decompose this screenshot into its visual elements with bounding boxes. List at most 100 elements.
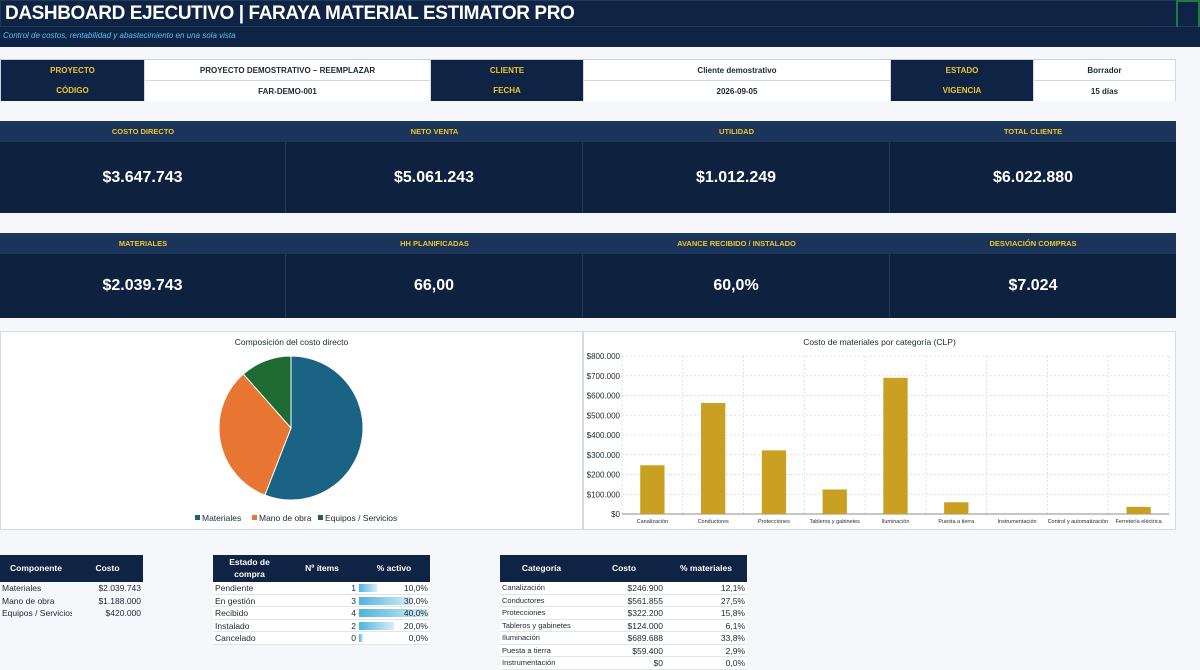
categoria-cell[interactable]: Iluminación — [502, 633, 540, 642]
x-tick-label: Puesta a tierra — [938, 519, 975, 525]
column-header[interactable]: Estado de compra — [229, 557, 270, 579]
pie-chart-panel[interactable]: Composición del costo directo Materiales… — [0, 331, 583, 530]
table-row: Mano de obra $1.188.000 — [0, 595, 143, 608]
categoria-cell[interactable]: Protecciones — [502, 608, 546, 617]
kpi-value-neto-venta: $5.061.243 — [286, 142, 583, 213]
selected-cell[interactable] — [1176, 0, 1200, 29]
pct-cell[interactable]: 15,8% — [720, 608, 745, 618]
vigencia-label: VIGENCIA — [891, 80, 1033, 101]
kpi-value-band: $2.039.743 66,00 60,0% $7.024 — [0, 254, 1176, 318]
costo-cell[interactable]: $561.855 — [627, 595, 663, 606]
categoria-cell[interactable]: Tableros y gabinetes — [502, 620, 571, 630]
pct-cell[interactable]: 20,0% — [403, 620, 428, 631]
table-header: Categoría Costo % materiales — [500, 555, 747, 582]
bar-5[interactable] — [944, 502, 969, 514]
page-subtitle: Control de costos, rentabilidad y abaste… — [3, 31, 236, 40]
items-cell[interactable]: 4 — [351, 608, 356, 618]
costo-cell[interactable]: $2.039.743 — [98, 583, 141, 593]
bar-0[interactable] — [640, 465, 665, 514]
legend-swatch — [318, 515, 323, 520]
bar-chart: $0 $100.000 $200.000 $300.000 $400.000 $500.0… — [587, 352, 1170, 525]
pie-slice-materiales[interactable] — [264, 355, 364, 501]
codigo-value[interactable]: FAR-DEMO-001 — [144, 80, 431, 101]
costo-cell[interactable]: $124.000 — [627, 620, 663, 631]
estado-cell[interactable]: En gestión — [215, 595, 256, 606]
column-header[interactable]: % activo — [376, 562, 412, 573]
bar-8[interactable] — [1126, 506, 1151, 514]
subtitle-bar: Control de costos, rentabilidad y abaste… — [0, 27, 1200, 47]
column-header[interactable]: Costo — [95, 562, 120, 573]
costo-cell[interactable]: $0 — [653, 658, 663, 668]
estado-cell[interactable]: Pendiente — [215, 583, 254, 593]
databar — [359, 584, 377, 592]
items-cell[interactable]: 3 — [351, 595, 356, 606]
x-tick-label: Iluminación — [882, 519, 910, 525]
pct-cell[interactable]: 33,8% — [720, 633, 745, 643]
items-cell[interactable]: 2 — [351, 620, 356, 631]
fecha-value[interactable]: 2026-09-05 — [583, 80, 891, 101]
pie-chart: Materiales Mano de obra Equipos / Servicio… — [195, 355, 397, 523]
column-header[interactable]: Categoría — [521, 562, 562, 573]
kpi-value-desviacion: $7.024 — [1008, 277, 1058, 294]
costo-cell[interactable]: $420.000 — [105, 608, 141, 618]
categoria-cell[interactable]: Conductores — [502, 595, 545, 605]
costo-cell[interactable]: $1.188.000 — [98, 595, 141, 606]
costo-cell[interactable]: $59.400 — [632, 645, 663, 656]
vigencia-value[interactable]: 15 días — [1033, 80, 1176, 101]
x-tick-label: Tableros y gabinetes — [809, 519, 860, 525]
pct-cell[interactable]: 27,5% — [720, 595, 745, 606]
pct-cell[interactable]: 2,9% — [725, 645, 745, 656]
pct-cell[interactable]: 0,0% — [408, 633, 428, 643]
pct-cell[interactable]: 12,1% — [720, 583, 745, 593]
codigo-label: CÓDIGO — [1, 80, 144, 101]
y-tick-label: $0 — [611, 510, 620, 519]
proyecto-value[interactable]: PROYECTO DEMOSTRATIVO – REEMPLAZAR — [144, 60, 431, 81]
estado-value[interactable]: Borrador — [1033, 60, 1176, 81]
costo-cell[interactable]: $322.200 — [627, 608, 663, 618]
pct-cell[interactable]: 40,0% — [403, 608, 428, 618]
x-tick-label: Conductores — [698, 519, 729, 525]
pct-cell[interactable]: 10,0% — [403, 583, 428, 593]
estado-cell[interactable]: Instalado — [215, 620, 250, 631]
bar-chart-panel[interactable]: Costo de materiales por categoría (CLP) … — [583, 331, 1176, 530]
estado-cell[interactable]: Recibido — [215, 608, 249, 618]
y-tick-label: $500.000 — [587, 411, 621, 420]
pie-slice-equipos-servicios[interactable] — [242, 355, 292, 430]
kpi-header-band: MATERIALES HH PLANIFICADAS AVANCE RECIBI… — [0, 233, 1176, 254]
y-tick-label: $800.000 — [587, 352, 621, 361]
pct-cell[interactable]: 0,0% — [725, 658, 745, 668]
costo-cell[interactable]: $689.688 — [627, 633, 663, 643]
legend-label: Equipos / Servicios — [325, 513, 397, 523]
title-bar: DASHBOARD EJECUTIVO | FARAYA MATERIAL ES… — [0, 0, 1200, 29]
column-header[interactable]: Nº ítems — [305, 562, 339, 573]
cliente-value[interactable]: Cliente demostrativo — [583, 60, 891, 81]
pct-cell[interactable]: 30,0% — [403, 595, 428, 606]
categoria-cell[interactable]: Instrumentación — [502, 658, 556, 667]
kpi-label-costo-directo: COSTO DIRECTO — [111, 127, 175, 136]
categoria-cell[interactable]: Canalización — [502, 583, 545, 592]
bar-4[interactable] — [883, 377, 908, 514]
bar-2[interactable] — [761, 450, 787, 514]
cliente-label: CLIENTE — [431, 60, 583, 81]
items-cell[interactable]: 0 — [351, 633, 356, 643]
items-cell[interactable]: 1 — [351, 583, 356, 593]
pct-cell[interactable]: 6,1% — [725, 620, 745, 631]
table-header: Componente Costo — [0, 555, 143, 582]
page-title: DASHBOARD EJECUTIVO | FARAYA MATERIAL ES… — [5, 3, 575, 24]
pie-slice-mano-de-obra[interactable] — [218, 373, 292, 496]
categoria-cell[interactable]: Puesta a tierra — [502, 645, 551, 655]
column-header[interactable]: Componente — [10, 562, 62, 573]
costo-cell[interactable]: $246.900 — [627, 583, 663, 593]
bar-1[interactable] — [701, 403, 726, 514]
componente-cell[interactable]: Mano de obra — [2, 595, 55, 606]
column-header[interactable]: Costo — [611, 562, 637, 573]
bar-3[interactable] — [822, 489, 847, 514]
x-tick-label: Protecciones — [758, 519, 790, 525]
kpi-label-desviacion: DESVIACIÓN COMPRAS — [989, 239, 1077, 248]
estado-cell[interactable]: Cancelado — [215, 633, 256, 643]
table-row: En gestión 3 30,0% — [213, 594, 430, 607]
column-header[interactable]: % materiales — [680, 562, 732, 573]
kpi-label-total-cliente: TOTAL CLIENTE — [1003, 127, 1063, 136]
componente-cell[interactable]: Materiales — [2, 583, 42, 593]
componente-cell[interactable]: Equipos / Servicios — [2, 608, 72, 618]
